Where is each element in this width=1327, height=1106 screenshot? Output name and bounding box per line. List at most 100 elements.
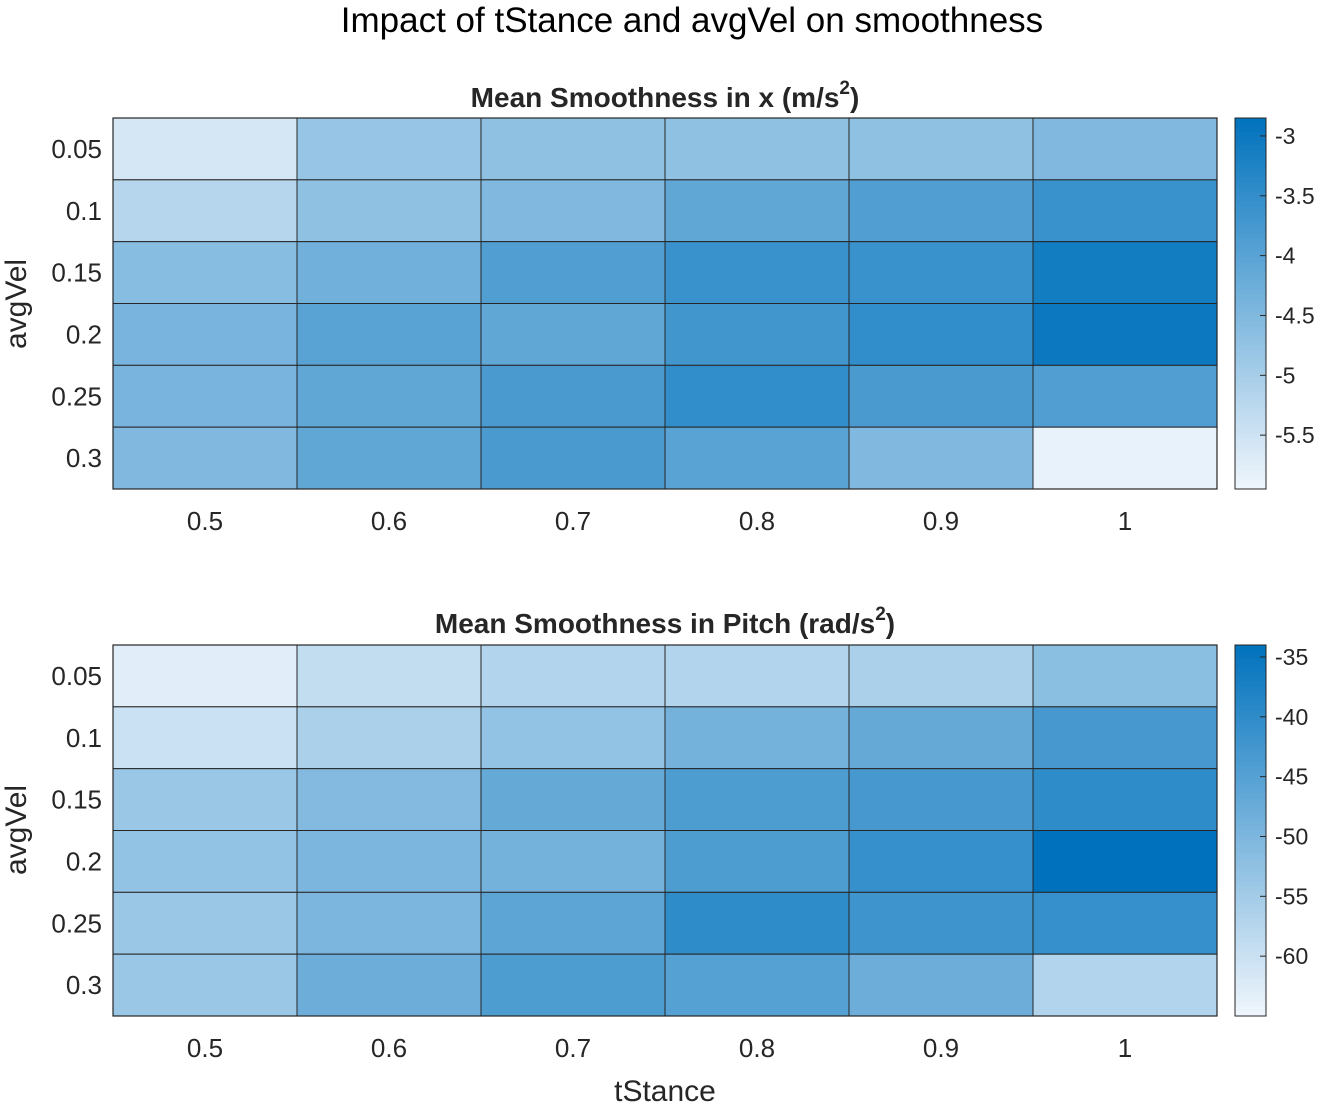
x-tick-label: 0.7 [555, 506, 591, 536]
colorbar-band [1235, 849, 1266, 855]
colorbar-band [1235, 909, 1266, 915]
colorbar-band [1235, 461, 1266, 467]
colorbar-band [1235, 317, 1266, 323]
x-tick-label: 0.6 [371, 1033, 407, 1063]
colorbar-band [1235, 271, 1266, 277]
colorbar-band [1235, 210, 1266, 216]
colorbar-band [1235, 904, 1266, 910]
colorbar-band [1235, 437, 1266, 444]
colorbar-band [1235, 428, 1266, 434]
heatmap-cell [1032, 241, 1218, 305]
colorbar-band [1235, 451, 1266, 458]
colorbar-band [1235, 835, 1266, 841]
colorbar-band [1235, 433, 1266, 439]
colorbar-band [1235, 1006, 1266, 1012]
heatmap-cell [664, 179, 850, 243]
y-tick-label: 0.1 [66, 723, 102, 753]
heatmap-cell [480, 891, 666, 955]
colorbar-band [1235, 802, 1266, 808]
colorbar-band [1235, 150, 1266, 156]
panel-2-x-ticks: 0.5 0.6 0.7 0.8 0.9 1 [187, 1033, 1132, 1063]
heatmap-cell [480, 426, 666, 490]
colorbar-frame [1234, 117, 1267, 490]
panel-pitch-smoothness: Mean Smoothness in Pitch (rad/s2) 0.5 0.6… [0, 604, 1308, 1063]
heatmap-cell [296, 830, 482, 893]
heatmap-cell [664, 117, 850, 181]
colorbar-frame [1234, 644, 1267, 1017]
heatmap-cell [1032, 179, 1218, 243]
heatmap-cell [664, 303, 850, 366]
colorbar-band [1235, 178, 1266, 184]
colorbar-band [1235, 127, 1266, 133]
x-tick-label: 0.8 [739, 506, 775, 536]
colorbar-band [1235, 326, 1266, 332]
colorbar-band [1235, 169, 1266, 175]
colorbar-band [1235, 396, 1266, 402]
colorbar-band [1235, 303, 1266, 309]
colorbar-band [1235, 723, 1266, 730]
colorbar-band [1235, 284, 1266, 291]
heatmap-cell [112, 426, 298, 490]
x-tick-label: 0.7 [555, 1033, 591, 1063]
heatmap-cell [1032, 426, 1218, 490]
heatmap-cell [664, 706, 850, 770]
colorbar-band [1235, 663, 1266, 669]
colorbar-band [1235, 470, 1266, 476]
colorbar-band [1235, 927, 1266, 934]
colorbar-band [1235, 266, 1266, 272]
heatmap-cell [296, 644, 482, 708]
heatmap-cell [1032, 953, 1218, 1017]
heatmap-cell [1032, 117, 1218, 181]
x-axis-label: tStance [614, 1075, 716, 1106]
colorbar-band [1235, 192, 1266, 198]
colorbar-band [1235, 728, 1266, 734]
colorbar-band [1235, 322, 1266, 328]
colorbar-band [1235, 201, 1266, 207]
heatmap-cell [848, 768, 1034, 832]
colorbar-band [1235, 229, 1266, 235]
heatmap-cell [848, 241, 1034, 305]
colorbar-band [1235, 382, 1266, 388]
heatmap-cell [848, 953, 1034, 1017]
colorbar-band [1235, 349, 1266, 356]
y-tick-label: 0.2 [66, 319, 102, 349]
colorbar-band [1235, 331, 1266, 337]
colorbar-band [1235, 238, 1266, 244]
heatmap-cell [296, 117, 482, 181]
colorbar-band [1235, 876, 1266, 883]
heatmap-cell [664, 644, 850, 708]
colorbar-band [1235, 465, 1266, 472]
heatmap-cell [1032, 830, 1218, 893]
panel-x-smoothness: Mean Smoothness in x (m/s2) 0.5 0.6 0.7 0.8… [0, 78, 1315, 536]
colorbar-band [1235, 853, 1266, 859]
colorbar-band [1235, 405, 1266, 411]
panel-2-cells [112, 644, 1218, 1017]
colorbar-band [1235, 862, 1266, 869]
colorbar-band [1235, 335, 1266, 342]
heatmap-frame [112, 644, 1218, 1017]
colorbar-band [1235, 363, 1266, 370]
heatmap-cell [664, 426, 850, 490]
panel-1-x-ticks: 0.5 0.6 0.7 0.8 0.9 1 [187, 506, 1132, 536]
colorbar-band [1235, 122, 1266, 128]
colorbar-band [1235, 867, 1266, 873]
colorbar-band [1235, 475, 1266, 481]
x-tick-label: 0.5 [187, 1033, 223, 1063]
colorbar-band [1235, 456, 1266, 462]
colorbar-band [1235, 359, 1266, 365]
colorbar-band [1235, 816, 1266, 822]
heatmap-cell [480, 706, 666, 770]
colorbar-band [1235, 649, 1266, 655]
colorbar-band [1235, 774, 1266, 781]
colorbar-band [1235, 747, 1266, 753]
colorbar-band [1235, 700, 1266, 706]
heatmap-cell [848, 706, 1034, 770]
heatmap-cell [296, 303, 482, 366]
colorbar-band [1235, 756, 1266, 762]
colorbar-band [1235, 447, 1266, 453]
heatmap-cell [480, 644, 666, 708]
colorbar-band [1235, 308, 1266, 314]
colorbar-band [1235, 923, 1266, 929]
colorbar-band [1235, 654, 1266, 660]
